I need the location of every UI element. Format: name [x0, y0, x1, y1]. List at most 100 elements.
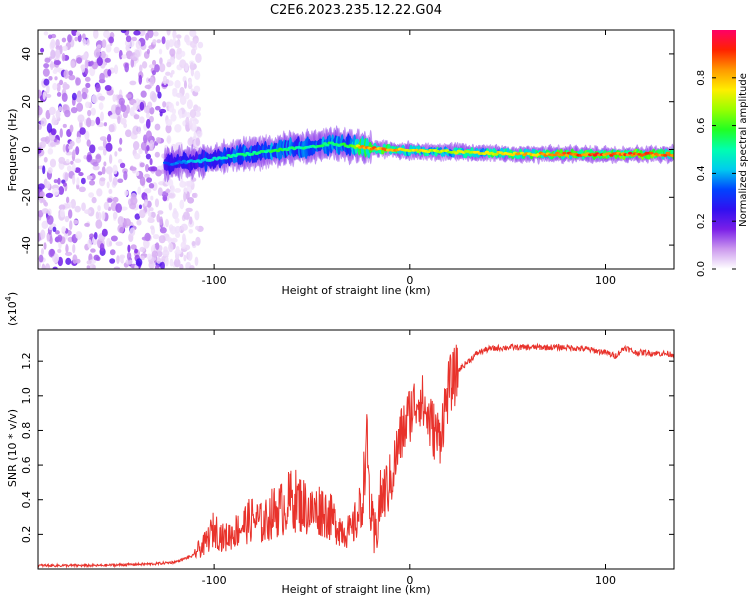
noise-blob: [75, 136, 82, 144]
noise-blob: [62, 81, 68, 91]
noise-blob: [65, 196, 70, 204]
noise-blob: [55, 45, 61, 51]
noise-blob: [74, 205, 81, 213]
ridge-core: [325, 143, 330, 147]
noise-blob: [143, 238, 150, 249]
noise-blob: [43, 242, 47, 250]
noise-blob: [70, 60, 76, 69]
noise-blob: [134, 213, 141, 220]
noise-blob: [192, 192, 198, 198]
noise-blob: [155, 242, 160, 251]
noise-blob: [61, 226, 67, 233]
noise-blob: [162, 101, 167, 108]
noise-blob: [50, 49, 56, 60]
noise-blob: [174, 187, 181, 193]
noise-blob: [71, 163, 76, 173]
noise-blob: [150, 225, 155, 230]
snr-multiplier-base: (x10: [6, 301, 19, 326]
noise-blob: [103, 122, 108, 127]
noise-blob: [119, 162, 126, 169]
noise-blob: [138, 204, 143, 210]
noise-blob: [48, 106, 56, 116]
noise-blob: [66, 165, 72, 172]
spectrogram-ridge: [163, 125, 674, 183]
noise-blob: [39, 191, 45, 198]
noise-blob: [112, 94, 117, 103]
noise-blob: [188, 228, 194, 234]
noise-blob: [149, 207, 154, 212]
snr-y-ticks: 0.2 0.4 0.6 0.8 1.0 1.2: [20, 352, 674, 543]
noise-blob: [152, 234, 160, 240]
noise-blob: [126, 251, 132, 261]
noise-blob: [146, 200, 152, 208]
noise-blob: [169, 72, 173, 78]
noise-blob: [174, 217, 180, 224]
noise-blob: [168, 242, 174, 253]
noise-blob: [183, 191, 187, 202]
noise-blob: [155, 137, 162, 144]
ridge-core: [564, 154, 569, 157]
noise-blob: [70, 160, 74, 165]
noise-blob: [147, 211, 152, 217]
noise-blob: [119, 254, 126, 259]
noise-blob: [165, 71, 171, 76]
noise-blob: [154, 151, 160, 158]
noise-blob: [125, 259, 133, 265]
noise-blob: [38, 124, 42, 130]
noise-blob: [93, 48, 101, 58]
noise-blob: [84, 76, 91, 82]
noise-blob: [179, 95, 187, 106]
noise-blob: [185, 116, 190, 126]
noise-blob: [189, 109, 197, 118]
noise-blob: [191, 240, 196, 247]
noise-blob: [120, 206, 128, 211]
noise-blob: [161, 36, 166, 45]
noise-blob: [98, 95, 106, 101]
noise-blob: [133, 152, 141, 160]
noise-blob: [88, 192, 95, 198]
noise-blob: [185, 112, 191, 119]
noise-blob: [175, 232, 181, 238]
noise-blob: [139, 246, 146, 253]
noise-blob: [139, 101, 145, 111]
spectrogram-y-tick-label: 0: [20, 146, 33, 153]
noise-blob: [48, 75, 53, 81]
noise-blob: [64, 109, 71, 118]
noise-blob: [145, 153, 152, 160]
noise-blob: [62, 123, 67, 128]
noise-blob: [108, 124, 115, 133]
noise-blob: [43, 156, 48, 163]
noise-blob: [58, 204, 66, 211]
noise-blob: [122, 111, 128, 119]
noise-blob: [75, 31, 81, 37]
colorbar-tick-label: 0.6: [696, 118, 707, 134]
noise-blob: [95, 153, 102, 164]
noise-blob: [95, 211, 100, 220]
noise-blob: [52, 69, 58, 74]
noise-blob: [57, 234, 63, 242]
noise-blob: [117, 158, 123, 164]
noise-blob: [56, 82, 61, 93]
noise-blob: [169, 48, 176, 57]
noise-blob: [194, 210, 200, 221]
noise-blob: [40, 117, 47, 127]
noise-blob: [87, 239, 92, 249]
noise-blob: [50, 128, 57, 136]
ridge-core: [665, 151, 670, 155]
noise-blob: [53, 179, 58, 184]
noise-blob: [76, 102, 84, 112]
noise-blob: [87, 175, 93, 180]
noise-blob: [102, 148, 107, 156]
noise-blob: [165, 124, 172, 134]
noise-blob: [42, 91, 46, 100]
noise-blob: [190, 48, 196, 56]
snr-y-tick-label: 0.2: [20, 526, 33, 544]
noise-blob: [144, 84, 152, 90]
noise-blob: [72, 149, 76, 157]
noise-blob: [43, 78, 50, 86]
noise-blob: [160, 261, 165, 269]
noise-blob: [110, 235, 118, 242]
noise-blob: [92, 165, 100, 171]
noise-blob: [41, 265, 47, 269]
noise-blob: [193, 131, 197, 139]
